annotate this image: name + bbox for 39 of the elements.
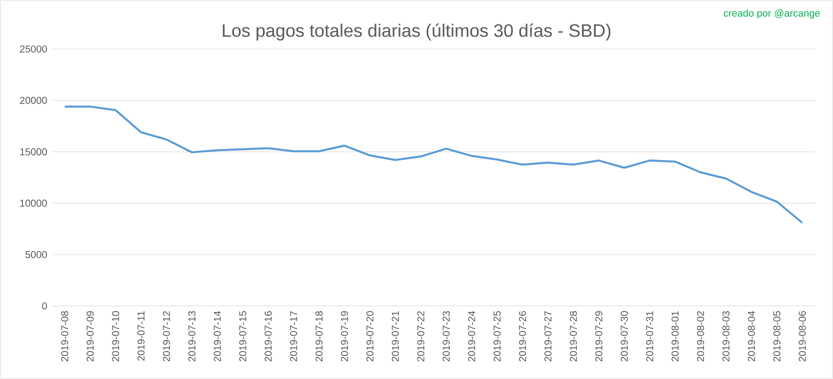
y-tick-label: 25000: [20, 45, 47, 53]
x-tick-label: 2019-07-27: [544, 311, 552, 362]
x-tick-label: 2019-07-25: [494, 311, 501, 362]
x-tick-label: 2019-08-05: [773, 311, 780, 362]
x-tick-label: 2019-08-02: [697, 311, 704, 362]
x-tick-label: 2019-07-14: [214, 311, 221, 362]
line-series: [64, 106, 804, 224]
x-tick-label: 2019-07-16: [264, 311, 272, 362]
x-tick-label: 2019-07-08: [61, 311, 68, 362]
x-tick-label: 2019-08-06: [798, 311, 806, 362]
x-tick-label: 2019-07-10: [112, 311, 120, 362]
x-tick-label: 2019-07-13: [188, 311, 196, 362]
x-tick-label: 2019-07-09: [86, 311, 94, 362]
x-tick-label: 2019-07-24: [468, 311, 476, 362]
x-tick-label: 2019-07-11: [137, 311, 145, 361]
x-tick-label: 2019-07-22: [417, 311, 424, 362]
x-tick-label: 2019-08-03: [722, 311, 730, 362]
x-tick-label: 2019-07-23: [442, 311, 450, 362]
chart-title: Los pagos totales diarias (últimos 30 días - SBD): [222, 24, 610, 40]
y-tick-label: 15000: [20, 148, 47, 156]
x-tick-label: 2019-07-29: [595, 311, 602, 362]
y-tick-label: 5000: [25, 251, 47, 258]
y-tick-label: 20000: [20, 96, 47, 104]
text: creado por @arcange: [724, 9, 820, 19]
x-tick-label: 2019-08-01: [672, 311, 679, 362]
x-tick-label: 2019-07-28: [570, 311, 577, 362]
x-tick-label: 2019-07-19: [340, 311, 348, 362]
x-tick-label: 2019-07-15: [239, 311, 246, 362]
y-tick-label: 0: [42, 302, 47, 310]
y-tick-label: 10000: [20, 200, 47, 207]
x-tick-label: 2019-07-17: [290, 311, 298, 362]
x-tick-label: 2019-07-18: [316, 311, 323, 362]
x-tick-label: 2019-07-12: [162, 311, 170, 362]
x-tick-label: 2019-07-20: [366, 311, 374, 362]
x-tick-label: 2019-07-21: [392, 311, 399, 362]
x-tick-label: 2019-08-04: [748, 311, 755, 362]
x-tick-label: 2019-07-31: [646, 311, 654, 362]
x-tick-label: 2019-07-30: [620, 311, 628, 362]
x-tick-label: 2019-07-26: [518, 311, 526, 362]
